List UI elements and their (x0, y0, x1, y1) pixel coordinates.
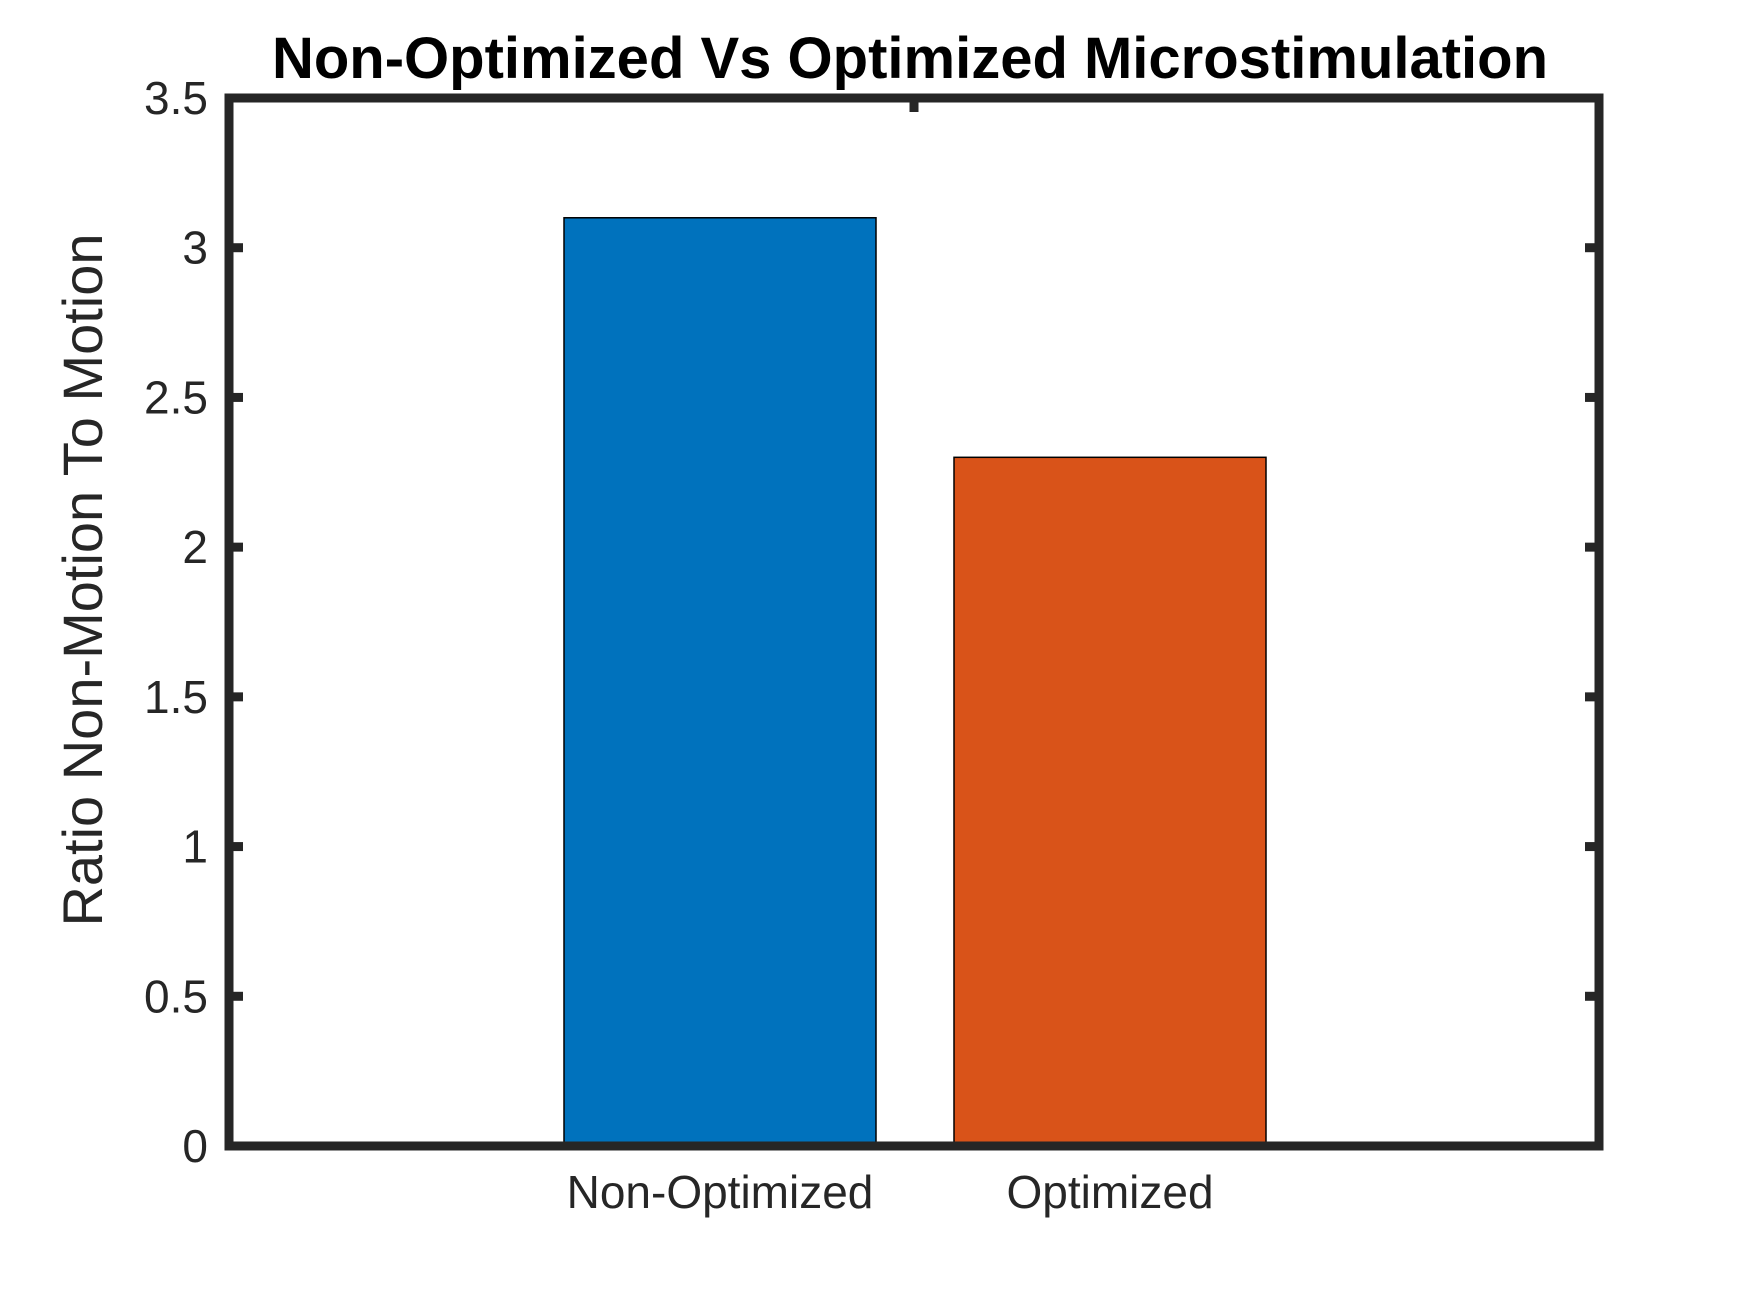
y-tick-label: 1.5 (144, 671, 208, 723)
y-tick-label: 3.5 (144, 72, 208, 124)
y-tick-label: 1 (182, 821, 208, 873)
chart-title: Non-Optimized Vs Optimized Microstimulat… (272, 26, 1548, 91)
ticks-group (229, 93, 1599, 1151)
y-tick-label: 2 (182, 521, 208, 573)
y-tick-label: 0 (182, 1120, 208, 1172)
x-tick-labels: Non-Optimized Optimized (567, 1166, 1214, 1218)
y-tick-label: 3 (182, 222, 208, 274)
bar-optimized (953, 456, 1267, 1147)
bar-non-optimized (563, 217, 877, 1147)
y-tick-labels: 0 0.5 1 1.5 2 2.5 3 3.5 (144, 72, 208, 1172)
x-tick-label: Non-Optimized (567, 1166, 874, 1218)
y-axis-label: Ratio Non-Motion To Motion (51, 233, 114, 926)
plot-area-frame (224, 93, 1604, 1151)
y-tick-label: 0.5 (144, 970, 208, 1022)
y-tick-label: 2.5 (144, 371, 208, 423)
bars-group (563, 217, 1267, 1147)
x-tick-label: Optimized (1006, 1166, 1213, 1218)
